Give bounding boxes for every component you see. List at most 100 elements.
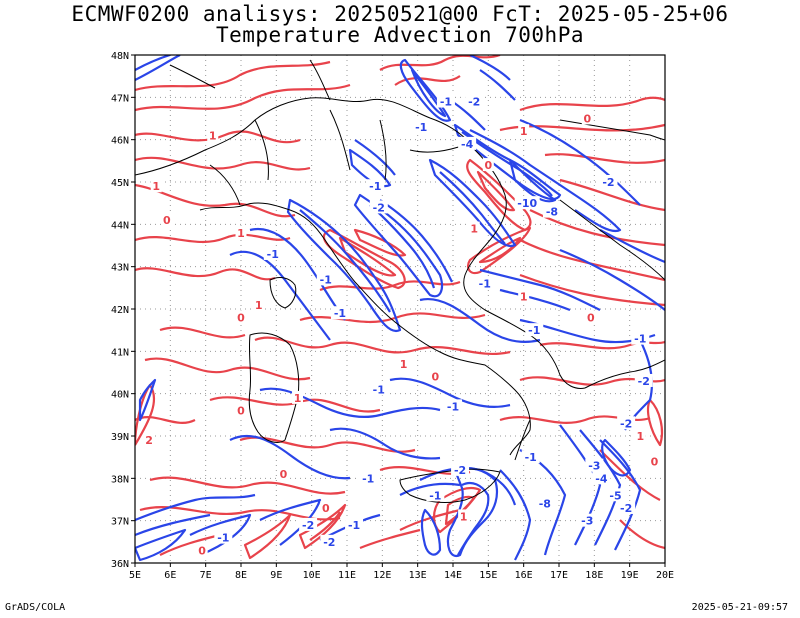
contour-label-bg xyxy=(617,416,636,430)
lon-tick-label: 13E xyxy=(409,570,427,581)
contour-label: 0 xyxy=(485,159,493,172)
contour-label-bg xyxy=(465,94,484,108)
lat-tick-label: 44N xyxy=(111,220,129,231)
contour-label: -2 xyxy=(323,536,335,549)
lat-tick-label: 41N xyxy=(111,347,129,358)
contour-label: -4 xyxy=(595,472,608,485)
contour-label-bg xyxy=(320,534,339,548)
contour-label: 1 xyxy=(152,180,160,193)
contour-label-bg xyxy=(578,513,597,527)
map-title: ECMWF0200 analisys: 20250521@00 FcT: 202… xyxy=(71,2,729,26)
contour-label-bg xyxy=(436,94,455,108)
lon-tick-label: 10E xyxy=(303,570,321,581)
contour-label: -10 xyxy=(517,197,537,210)
contour-label-bg xyxy=(599,175,618,188)
contour-label-bg xyxy=(330,306,349,320)
lon-tick-label: 19E xyxy=(621,570,639,581)
contour-label-bg xyxy=(292,390,304,404)
contour-label-bg xyxy=(444,399,462,413)
contour-label-bg xyxy=(214,530,233,544)
contour-label: 1 xyxy=(636,430,644,443)
lat-tick-label: 46N xyxy=(111,136,129,147)
contour-label-bg xyxy=(207,128,219,142)
contour-label-bg xyxy=(398,357,410,371)
contour-label: 0 xyxy=(237,405,245,418)
contour-label: -2 xyxy=(638,375,650,388)
contour-label-bg xyxy=(196,543,208,557)
contour-label: 0 xyxy=(198,544,206,557)
lat-tick-label: 36N xyxy=(111,559,129,570)
contour-label: -1 xyxy=(267,248,279,261)
contour-label: 0 xyxy=(280,468,288,481)
lat-tick-label: 39N xyxy=(111,432,129,443)
contour-label-bg xyxy=(235,403,247,417)
lon-tick-label: 9E xyxy=(270,570,282,581)
lon-tick-label: 11E xyxy=(338,570,356,581)
contour-label: -2 xyxy=(620,417,632,430)
map-subtitle: Temperature Advection 700hPa xyxy=(215,23,584,47)
lon-tick-label: 12E xyxy=(373,570,391,581)
contour-label-bg xyxy=(482,158,494,172)
contour-label: 0 xyxy=(583,113,591,126)
contour-label: -3 xyxy=(588,460,600,473)
contour-label: 2 xyxy=(145,434,153,447)
contour-label-bg xyxy=(150,179,162,193)
contour-label: -1 xyxy=(415,121,427,134)
contour-label: -1 xyxy=(217,532,229,545)
lon-tick-label: 5E xyxy=(129,570,141,581)
contour-label: -4 xyxy=(461,138,474,151)
contour-label: -1 xyxy=(334,307,346,320)
lon-tick-label: 20E xyxy=(656,570,674,581)
contour-label-bg xyxy=(617,500,636,514)
contour-label-bg xyxy=(468,221,480,235)
lon-tick-label: 14E xyxy=(444,570,462,581)
lon-tick-label: 18E xyxy=(585,570,603,581)
contour-label: 1 xyxy=(460,510,468,523)
contour-label-bg xyxy=(345,517,364,531)
contour-label-bg xyxy=(542,204,561,218)
contour-label-bg xyxy=(592,471,611,485)
contour-label-bg xyxy=(518,124,530,138)
contour-label-bg xyxy=(634,373,653,387)
axis-ticks: 5E 6E 7E 8E 9E 10E 11E 12E 13E 14E 15E 16E 17E 18E 19E… xyxy=(111,51,674,581)
contour-label: 1 xyxy=(470,223,478,236)
contour-label: -1 xyxy=(440,96,452,109)
contour-label: -1 xyxy=(362,472,374,485)
contour-label: 1 xyxy=(209,129,217,142)
contour-label-bg xyxy=(143,433,155,447)
lat-tick-label: 47N xyxy=(111,93,129,104)
contour-label: -2 xyxy=(620,502,632,515)
contour-label: -2 xyxy=(602,176,614,189)
contour-label-bg xyxy=(525,323,544,337)
contour-label-bg xyxy=(521,450,540,464)
contour-label: -1 xyxy=(320,273,332,286)
contour-label: 1 xyxy=(520,125,528,138)
contour-label: -8 xyxy=(546,206,558,219)
contour-label-bg xyxy=(475,276,494,290)
contour-label-bg xyxy=(631,331,650,345)
contour-label: -1 xyxy=(525,451,537,464)
lat-tick-label: 42N xyxy=(111,305,129,316)
footer-timestamp: 2025-05-21-09:57 xyxy=(691,602,788,613)
lon-tick-label: 7E xyxy=(200,570,212,581)
contour-label-bg xyxy=(426,488,445,502)
contour-label-bg xyxy=(369,200,388,214)
footer-credit: GrADS/COLA xyxy=(5,602,66,613)
contour-label: 0 xyxy=(651,455,659,468)
contour-label-bg xyxy=(634,429,646,442)
contour-label-bg xyxy=(263,246,282,260)
contour-label: 1 xyxy=(400,358,408,371)
contour-label: -1 xyxy=(369,180,381,193)
contour-label-bg xyxy=(535,496,554,510)
lon-tick-label: 15E xyxy=(479,570,497,581)
contour-label-bg xyxy=(320,500,332,514)
contour-label-bg xyxy=(514,196,540,210)
lat-tick-label: 45N xyxy=(111,178,129,189)
contour-label-bg xyxy=(299,517,318,531)
lat-tick-label: 37N xyxy=(111,517,129,528)
contour-label-bg xyxy=(451,462,470,476)
contour-label: 0 xyxy=(432,371,440,384)
contour-label: 0 xyxy=(322,502,330,515)
